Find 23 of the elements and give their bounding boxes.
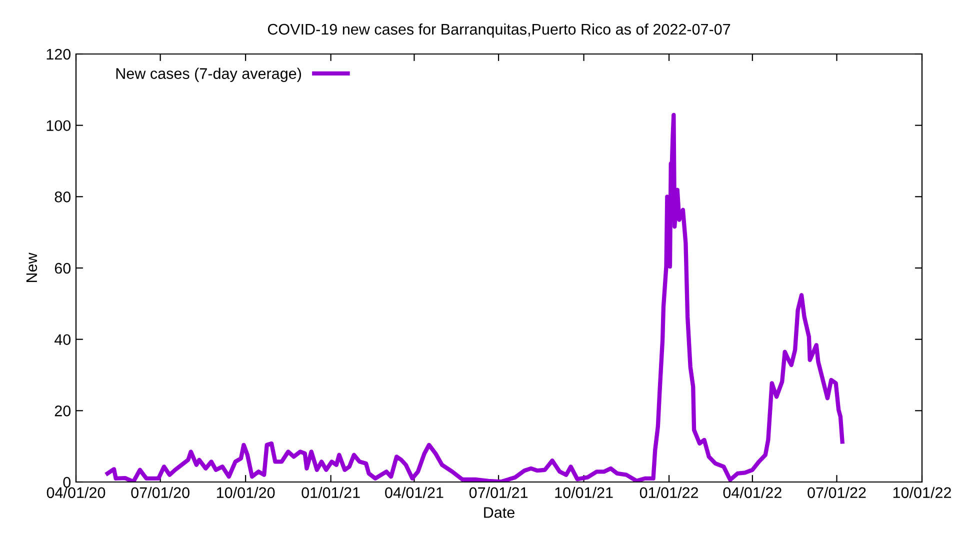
y-tick-label: 20 xyxy=(54,406,71,416)
legend-label: New cases (7-day average) xyxy=(116,68,301,82)
x-tick-label: 04/01/21 xyxy=(385,486,444,498)
y-tick-label: 100 xyxy=(46,120,71,132)
x-tick-label: 01/01/21 xyxy=(302,486,360,498)
y-tick-label: 0 xyxy=(63,476,71,488)
x-tick-label: 04/01/22 xyxy=(723,486,782,498)
chart-title: COVID-19 new cases for Barranquitas,Puerto Rico as of 2022-07-07 xyxy=(268,23,730,38)
x-tick-label: 10/01/20 xyxy=(217,486,275,498)
x-tick-label: 04/01/20 xyxy=(46,486,106,498)
x-axis-title: Date xyxy=(484,507,514,518)
y-axis-title: New xyxy=(26,252,38,282)
y-tick-label: 40 xyxy=(54,334,71,346)
x-tick-label: 07/01/22 xyxy=(808,486,866,498)
x-tick-label: 10/01/21 xyxy=(555,486,613,498)
y-tick-label: 120 xyxy=(46,48,71,60)
x-tick-label: 01/01/22 xyxy=(640,486,698,498)
x-tick-label: 07/01/21 xyxy=(469,486,528,498)
line-series xyxy=(105,112,844,482)
x-tick-label: 10/01/22 xyxy=(893,486,951,498)
y-tick-label: 60 xyxy=(54,262,71,274)
x-tick-label: 07/01/20 xyxy=(131,486,190,498)
y-tick-label: 80 xyxy=(54,192,71,202)
